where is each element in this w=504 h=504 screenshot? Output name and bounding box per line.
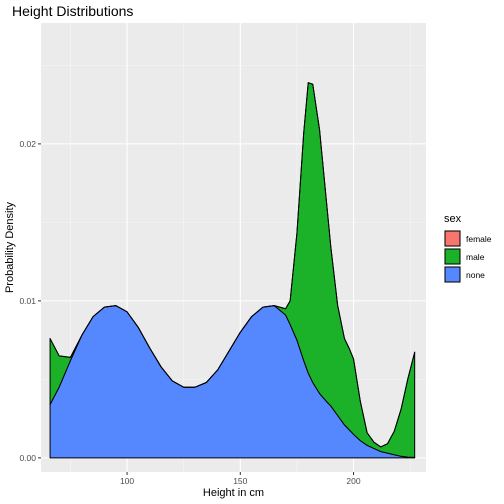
legend-label-female: female	[466, 234, 492, 244]
density-areas	[49, 82, 416, 459]
y-axis: 0.00 0.01 0.02	[19, 139, 41, 463]
x-axis-title: Height in cm	[203, 487, 264, 499]
y-axis-title: Probability Density	[4, 201, 16, 293]
legend-label-none: none	[466, 270, 485, 280]
x-tick-label: 200	[346, 476, 360, 486]
x-tick-label: 100	[120, 476, 134, 486]
legend-title: sex	[444, 213, 462, 225]
x-tick-label: 150	[233, 476, 247, 486]
y-tick-label: 0.01	[19, 296, 36, 306]
legend-swatch-female	[444, 230, 461, 247]
y-tick-label: 0.02	[19, 139, 36, 149]
legend-swatch-male	[444, 248, 461, 265]
legend-label-male: male	[466, 252, 485, 262]
legend: sex female male none	[444, 213, 492, 283]
x-axis: 100 150 200	[120, 472, 361, 486]
chart-title: Height Distributions	[12, 3, 133, 19]
legend-swatch-none	[444, 266, 461, 283]
y-tick-label: 0.00	[19, 453, 36, 463]
area-female	[49, 82, 416, 448]
